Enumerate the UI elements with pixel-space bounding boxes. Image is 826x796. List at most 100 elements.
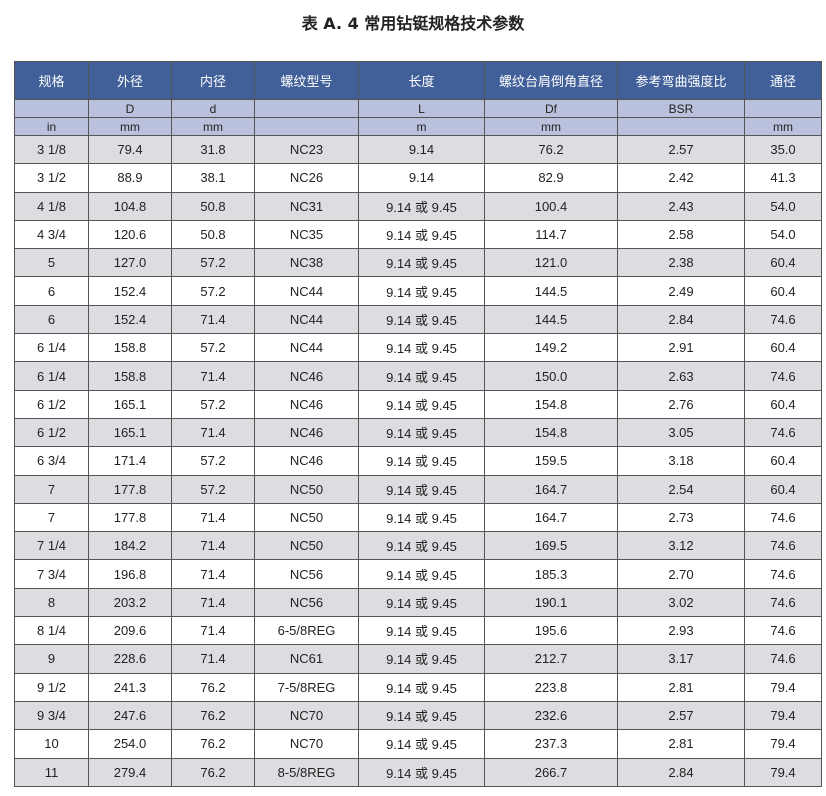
table-cell: 9.14 或 9.45 <box>358 417 485 448</box>
table-cell: 9.14 <box>358 134 485 165</box>
table-cell: 31.8 <box>171 134 255 165</box>
table-cell: 177.8 <box>88 474 172 504</box>
table-cell: 76.2 <box>171 757 255 787</box>
table-row: 9 228.6 71.4 NC61 9.14 或 9.45 212.7 3.17 74.6 <box>14 644 822 674</box>
table-cell: 57.2 <box>171 446 255 476</box>
table-cell: 158.8 <box>88 361 172 391</box>
table-cell: 50.8 <box>171 219 255 250</box>
table-cell: 9 1/2 <box>14 672 89 702</box>
table-cell: 2.84 <box>617 304 745 335</box>
table-cell: 8 <box>14 587 89 618</box>
column-header: 螺纹台肩倒角直径 <box>484 61 618 100</box>
table-cell: 6 1/2 <box>14 417 89 448</box>
unit-cell <box>254 117 359 136</box>
table-cell: 79.4 <box>744 757 822 787</box>
table-cell: 74.6 <box>744 361 822 391</box>
table-cell: NC50 <box>254 502 359 533</box>
table-cell: 6 <box>14 304 89 335</box>
table-cell: 6 <box>14 276 89 306</box>
table-cell: 54.0 <box>744 191 822 221</box>
unit-cell: mm <box>88 117 172 136</box>
table-row: 9 3/4 247.6 76.2 NC70 9.14 或 9.45 232.6 2.57 79… <box>14 700 822 731</box>
table-cell: 3 1/8 <box>14 134 89 165</box>
table-cell: 4 3/4 <box>14 219 89 250</box>
unit-cell: mm <box>484 117 618 136</box>
table-cell: 165.1 <box>88 389 172 419</box>
table-cell: 50.8 <box>171 191 255 221</box>
table-cell: 104.8 <box>88 191 172 221</box>
table-cell: 57.2 <box>171 248 255 278</box>
table-cell: 171.4 <box>88 446 172 476</box>
table-cell: 82.9 <box>484 163 618 193</box>
table-cell: NC61 <box>254 644 359 674</box>
table-cell: 11 <box>14 757 89 787</box>
table-cell: 120.6 <box>88 219 172 250</box>
unit-cell: in <box>14 117 89 136</box>
table-cell: 7 <box>14 502 89 533</box>
table-cell: 184.2 <box>88 531 172 561</box>
table-cell: 144.5 <box>484 304 618 335</box>
table-cell: 71.4 <box>171 616 255 646</box>
table-cell: 152.4 <box>88 276 172 306</box>
table-cell: 38.1 <box>171 163 255 193</box>
table-cell: 190.1 <box>484 587 618 618</box>
table-cell: 254.0 <box>88 729 172 759</box>
table-cell: NC46 <box>254 417 359 448</box>
table-cell: NC35 <box>254 219 359 250</box>
table-cell: 71.4 <box>171 559 255 589</box>
table-cell: 228.6 <box>88 644 172 674</box>
table-cell: 9.14 <box>358 163 485 193</box>
table-cell: 154.8 <box>484 417 618 448</box>
symbol-cell: Df <box>484 99 618 118</box>
table-cell: 60.4 <box>744 248 822 278</box>
table-cell: 9.14 或 9.45 <box>358 587 485 618</box>
table-cell: 41.3 <box>744 163 822 193</box>
table-row: 6 1/4 158.8 57.2 NC44 9.14 或 9.45 149.2 2.91 60… <box>14 333 822 363</box>
table-cell: 3 1/2 <box>14 163 89 193</box>
table-cell: 114.7 <box>484 219 618 250</box>
table-cell: 2.63 <box>617 361 745 391</box>
table-cell: 2.73 <box>617 502 745 533</box>
table-row: 8 1/4 209.6 71.4 6-5/8REG 9.14 或 9.45 195.6 2.… <box>14 616 822 646</box>
table-row: 7 1/4 184.2 71.4 NC50 9.14 或 9.45 169.5 3.12 74… <box>14 531 822 561</box>
table-row: 6 1/2 165.1 71.4 NC46 9.14 或 9.45 154.8 3.05 74… <box>14 417 822 448</box>
table-row: 7 177.8 57.2 NC50 9.14 或 9.45 164.7 2.54 60.4 <box>14 474 822 504</box>
table-cell: 3.12 <box>617 531 745 561</box>
table-cell: 164.7 <box>484 502 618 533</box>
table-cell: 79.4 <box>88 134 172 165</box>
table-cell: 9.14 或 9.45 <box>358 502 485 533</box>
column-header: 通径 <box>744 61 822 100</box>
table-cell: 196.8 <box>88 559 172 589</box>
table-cell: 2.43 <box>617 191 745 221</box>
table-cell: NC50 <box>254 474 359 504</box>
table-row: 10 254.0 76.2 NC70 9.14 或 9.45 237.3 2.81 79.4 <box>14 729 822 759</box>
table-cell: 3.02 <box>617 587 745 618</box>
table-cell: 2.76 <box>617 389 745 419</box>
table-cell: 149.2 <box>484 333 618 363</box>
table-cell: 71.4 <box>171 502 255 533</box>
table-cell: 74.6 <box>744 304 822 335</box>
table-cell: 79.4 <box>744 700 822 731</box>
table-cell: 74.6 <box>744 644 822 674</box>
symbol-cell <box>254 99 359 118</box>
column-header: 长度 <box>358 61 485 100</box>
table-cell: 2.57 <box>617 700 745 731</box>
table-cell: 79.4 <box>744 672 822 702</box>
table-cell: 154.8 <box>484 389 618 419</box>
table-cell: NC26 <box>254 163 359 193</box>
table-cell: 2.91 <box>617 333 745 363</box>
table-cell: 88.9 <box>88 163 172 193</box>
table-cell: 165.1 <box>88 417 172 448</box>
table-row: 6 1/2 165.1 57.2 NC46 9.14 或 9.45 154.8 2.76 60… <box>14 389 822 419</box>
column-header: 外径 <box>88 61 172 100</box>
table-cell: 57.2 <box>171 474 255 504</box>
table-cell: 6-5/8REG <box>254 616 359 646</box>
table-cell: 60.4 <box>744 276 822 306</box>
table-row: 11 279.4 76.2 8-5/8REG 9.14 或 9.45 266.7 2.84 7… <box>14 757 822 787</box>
table-cell: 71.4 <box>171 531 255 561</box>
table-cell: 212.7 <box>484 644 618 674</box>
column-header: 内径 <box>171 61 255 100</box>
table-cell: 79.4 <box>744 729 822 759</box>
table-cell: 60.4 <box>744 446 822 476</box>
table-cell: 8 1/4 <box>14 616 89 646</box>
